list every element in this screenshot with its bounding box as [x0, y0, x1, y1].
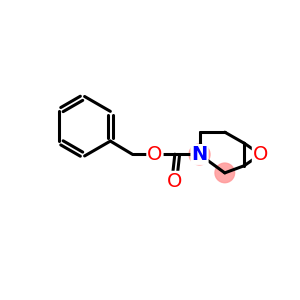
Circle shape [189, 144, 210, 165]
Text: N: N [191, 145, 208, 164]
Circle shape [215, 163, 235, 183]
Text: O: O [253, 145, 268, 164]
Text: O: O [167, 172, 182, 191]
Text: O: O [147, 145, 163, 164]
